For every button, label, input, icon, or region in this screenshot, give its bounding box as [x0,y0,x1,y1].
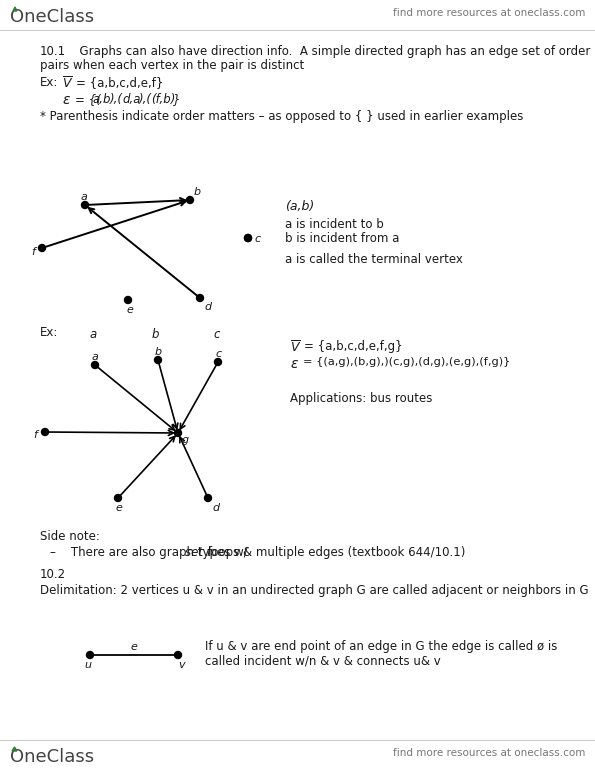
Text: (f,b): (f,b) [151,93,176,106]
Text: f: f [31,247,35,257]
Text: = {a,b,c,d,e,f,g}: = {a,b,c,d,e,f,g} [304,340,403,353]
Text: b is incident from a: b is incident from a [285,232,399,245]
Text: c: c [254,234,260,244]
Text: (a,b): (a,b) [285,200,314,213]
Text: = {a,b,c,d,e,f}: = {a,b,c,d,e,f} [76,76,164,89]
Text: v: v [178,660,185,670]
Text: e: e [130,642,137,652]
Text: g: g [182,435,189,445]
Text: = {(a,g),(b,g),)(c,g),(d,g),(e,g),(f,g)}: = {(a,g),(b,g),)(c,g),(d,g),(e,g),(f,g)} [303,357,511,367]
Circle shape [92,361,99,369]
Text: find more resources at oneclass.com: find more resources at oneclass.com [393,8,585,18]
Text: a is called the terminal vertex: a is called the terminal vertex [285,253,463,266]
Text: pairs when each vertex in the pair is distinct: pairs when each vertex in the pair is di… [40,59,304,72]
Circle shape [86,651,93,658]
Circle shape [215,359,221,366]
Text: f: f [33,430,37,440]
Circle shape [42,428,49,436]
Text: e: e [126,305,133,315]
Text: ),(: ),( [139,93,152,106]
Polygon shape [12,747,17,751]
Circle shape [39,245,45,252]
Circle shape [205,494,211,501]
Circle shape [82,202,89,209]
Circle shape [124,296,131,303]
Text: Ex:: Ex: [40,326,58,339]
Circle shape [155,357,161,363]
Text: d: d [212,503,219,513]
Text: d,a: d,a [122,93,140,106]
Text: called incident w/n & v & connects u& v: called incident w/n & v & connects u& v [205,655,441,668]
Text: }: } [173,93,180,106]
Circle shape [196,294,203,302]
Text: Graphs can also have direction info.  A simple directed graph has an edge set of: Graphs can also have direction info. A s… [72,45,590,58]
Text: a: a [90,328,97,341]
Text: c: c [215,349,221,359]
Text: find more resources at oneclass.com: find more resources at oneclass.com [393,748,585,758]
Text: ),(: ),( [110,93,123,106]
Text: set f: set f [185,546,211,559]
Polygon shape [13,7,17,11]
Text: $\epsilon$: $\epsilon$ [62,93,71,107]
Text: e: e [115,503,122,513]
Text: OneClass: OneClass [10,748,94,766]
Text: OneClass: OneClass [10,8,94,26]
Text: loops & multiple edges (textbook 644/10.1): loops & multiple edges (textbook 644/10.… [208,546,465,559]
Text: Ex:: Ex: [40,76,58,89]
Text: a: a [92,352,99,362]
Circle shape [174,430,181,437]
Text: c: c [213,328,220,341]
Text: d: d [204,302,211,312]
Text: $\overline{V}$: $\overline{V}$ [290,340,301,356]
Text: = {(: = {( [75,93,101,106]
Circle shape [245,235,252,242]
Text: a: a [81,192,88,202]
Text: Delimitation: 2 vertices u & v in an undirected graph G are called adjacent or n: Delimitation: 2 vertices u & v in an und… [40,584,588,597]
Circle shape [114,494,121,501]
Text: a is incident to b: a is incident to b [285,218,384,231]
Text: b: b [152,328,159,341]
Text: $\epsilon$: $\epsilon$ [290,357,299,371]
Text: If u & v are end point of an edge in G the edge is called ø is: If u & v are end point of an edge in G t… [205,640,558,653]
Circle shape [174,651,181,658]
Text: –    There are also graph types w/: – There are also graph types w/ [50,546,248,559]
Text: a,b: a,b [93,93,111,106]
Text: Side note:: Side note: [40,530,100,543]
Text: Applications: bus routes: Applications: bus routes [290,392,433,405]
Text: 10.2: 10.2 [40,568,66,581]
Text: b: b [155,347,162,357]
Circle shape [186,196,193,203]
Text: u: u [84,660,92,670]
Text: $\overline{V}$: $\overline{V}$ [62,76,73,92]
Text: 10.1: 10.1 [40,45,66,58]
Text: b: b [194,187,201,197]
Text: * Parenthesis indicate order matters – as opposed to { } used in earlier example: * Parenthesis indicate order matters – a… [40,110,524,123]
Circle shape [245,235,252,242]
